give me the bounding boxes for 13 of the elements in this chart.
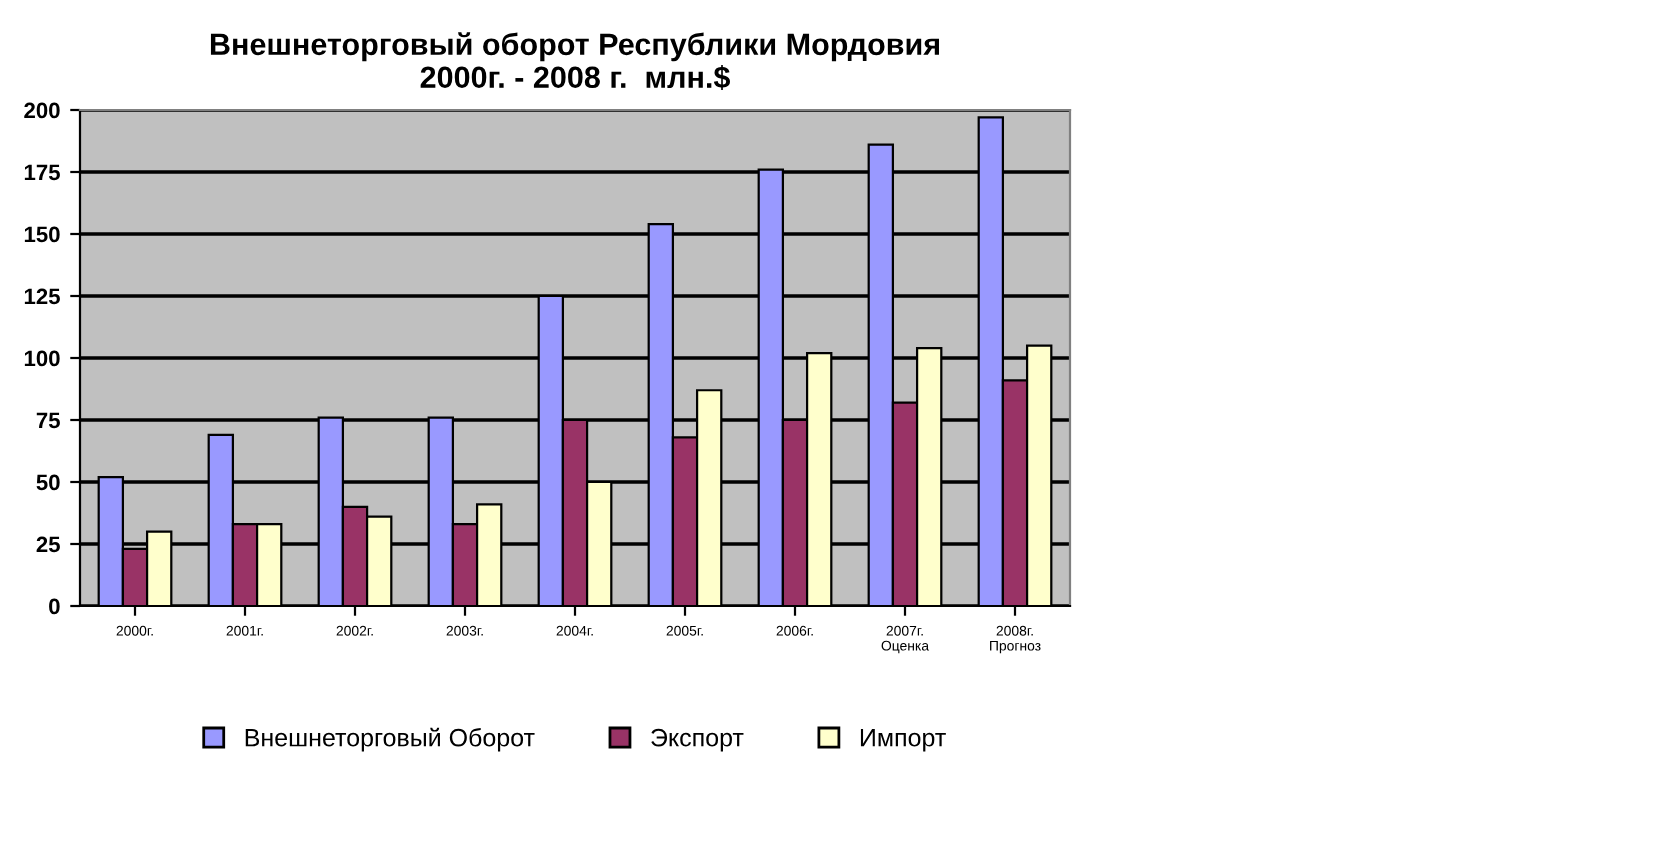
y-tick-label: 175 xyxy=(24,164,60,181)
y-tick-label: 75 xyxy=(36,412,60,429)
legend-label: Внешнеторговый Оборот xyxy=(245,727,535,752)
y-tick-label: 0 xyxy=(49,598,60,615)
y-tick-label: 100 xyxy=(24,350,60,367)
y-tick-label: 200 xyxy=(24,102,60,119)
y-tick-label: 150 xyxy=(24,226,60,243)
y-tick-label: 125 xyxy=(24,288,60,305)
legend-label: Экспорт xyxy=(651,728,744,752)
legend-label: Импорт xyxy=(860,729,946,752)
chart-title: Внешнеторговый оборот Республики Мордовия 2000г. - 2008 г. млн.$ xyxy=(210,32,939,91)
y-tick-label: 25 xyxy=(36,536,60,553)
y-tick-label: 50 xyxy=(36,474,60,491)
